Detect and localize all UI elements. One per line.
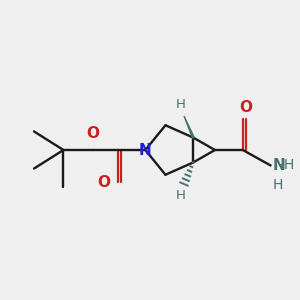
Text: O: O (239, 100, 252, 116)
Text: N: N (139, 143, 152, 158)
Text: O: O (98, 175, 111, 190)
Text: H: H (176, 189, 186, 202)
Text: N: N (272, 158, 285, 173)
Text: O: O (86, 126, 99, 141)
Text: –H: –H (278, 158, 295, 172)
Text: H: H (272, 178, 283, 193)
Polygon shape (184, 116, 194, 138)
Text: H: H (176, 98, 186, 111)
